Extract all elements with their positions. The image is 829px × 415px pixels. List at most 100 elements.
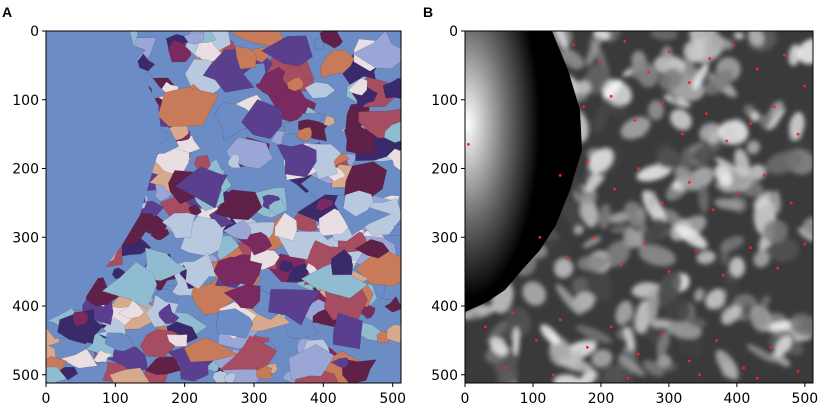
panel-b-texture-cell (555, 283, 582, 316)
panel-b-seed-marker (698, 373, 701, 377)
panel-a-grain (166, 334, 188, 347)
panel-b-seed-marker (535, 339, 538, 342)
panel-b-seed-marker (660, 101, 664, 105)
panel-b-texture-cell (647, 100, 665, 121)
panel-b-texture-cell (670, 109, 692, 131)
panel-b-texture-cell (696, 250, 716, 265)
panel-a-grain (343, 190, 374, 217)
panel-b-texture-cell (577, 255, 608, 272)
panel-a-grain (212, 370, 229, 383)
panel-a-grain (174, 166, 222, 209)
panel-b-seed-marker (711, 208, 715, 212)
panel-a-y-tick-label: 200 (12, 162, 39, 178)
panel-b-y-tick-label: 300 (431, 230, 458, 246)
panel-b-texture-cell (558, 357, 593, 373)
panel-b-texture-cell (642, 218, 667, 248)
panel-b-seed-marker (484, 325, 487, 328)
panel-b-texture-cell (553, 31, 568, 50)
panel-a-grain (388, 223, 401, 237)
panel-b-texture-cell (718, 120, 749, 145)
panel-b-texture-cell (572, 175, 582, 197)
panel-b-texture-cell (765, 150, 803, 175)
panel-b-texture-cell (664, 297, 691, 323)
panel-b-seed-marker (755, 376, 759, 380)
panel-b-texture-cell (690, 141, 726, 160)
panel-a-grain (216, 308, 254, 339)
panel-a-grain (72, 311, 89, 327)
panel-a-grain (183, 337, 239, 363)
panel-b-seed-marker (769, 345, 773, 349)
panel-b-texture-cell (767, 238, 800, 262)
panel-b-seed-marker (572, 43, 576, 47)
panel-b-texture-cell (661, 46, 672, 60)
panel-a-grain (330, 249, 354, 276)
panel-b-seed-marker (599, 60, 603, 64)
panel-b-texture-cell (674, 166, 698, 191)
panel-a-grain (386, 324, 401, 344)
panel-a-grain (386, 148, 401, 171)
panel-b-texture-cell (686, 316, 707, 328)
panel-b-label: B (423, 4, 433, 20)
panel-a-grain (150, 225, 170, 241)
panel-b-texture-cell (667, 88, 679, 105)
panel-b-texture-cell (753, 250, 770, 268)
panel-b-seed-marker (636, 352, 640, 356)
panel-a-grain (213, 101, 262, 142)
panel-a-grain (304, 81, 336, 99)
panel-a-y-tick-label: 0 (30, 24, 39, 40)
panel-b-texture-cell (724, 278, 739, 298)
panel-a-grain (194, 40, 224, 63)
panel-b-y-axis: 0 100 200 300 400 500 (431, 24, 465, 384)
panel-b-texture-cell (646, 287, 659, 324)
panel-b-seed-marker (772, 105, 776, 108)
panel-a-grain (227, 153, 241, 169)
panel-b-texture-cell (714, 181, 732, 194)
panel-b-seed-marker (687, 180, 691, 184)
panel-b-texture-cell (650, 31, 678, 41)
panel-a-grain (161, 212, 196, 239)
panel-b-seed-markers (467, 39, 807, 380)
panel-b-x-axis: 0 100 200 300 400 500 (461, 383, 818, 407)
panel-a-grain (295, 127, 313, 141)
panel-a-x-tick-label: 100 (102, 391, 129, 407)
panel-b-seed-marker (660, 332, 664, 335)
panel-b-x-tick-label: 200 (588, 391, 615, 407)
panel-b-seed-marker (613, 187, 616, 191)
panel-b-texture-cell (699, 122, 723, 142)
panel-a-grain (279, 259, 294, 273)
panel-b-texture-cell (622, 227, 644, 249)
panel-a-y-axis: 0 100 200 300 400 500 (12, 24, 46, 384)
panel-b-texture-cell (586, 35, 602, 66)
panel-b-texture-cell (704, 69, 734, 95)
panel-a-grain (276, 140, 317, 178)
panel-b-frame (464, 30, 814, 384)
panel-b-seed-marker (803, 84, 807, 88)
panel-b-texture-cell (789, 111, 805, 140)
panel-b-texture-cell (694, 288, 705, 302)
panel-a-x-tick-label: 300 (241, 391, 268, 407)
panel-b-texture-cell (470, 312, 482, 320)
panel-b-seed-marker (735, 191, 739, 195)
panel-b-seed-marker (636, 167, 640, 170)
panel-a-frame (45, 30, 402, 384)
panel-a-grain (93, 349, 113, 363)
panel-b-texture-cell (733, 31, 745, 40)
panel-a-y-tick-label: 500 (12, 368, 39, 384)
panel-b-seed-marker (796, 132, 800, 136)
panel-a-grain (223, 284, 261, 310)
panel-b-seed-marker (681, 132, 684, 136)
panel-b-texture-cell (705, 288, 726, 310)
panel-b-texture-cell (591, 349, 613, 368)
panel-b-texture-cell (789, 313, 813, 337)
panel-b-texture-cell (638, 245, 676, 267)
panel-b-seed-marker (704, 112, 708, 115)
panel-a-grain (355, 248, 401, 287)
panel-b-texture-cell (522, 281, 546, 306)
panel-b-seed-marker (796, 369, 800, 373)
panel-b-x-tick-label: 0 (461, 391, 470, 407)
panel-b-seed-marker (687, 81, 691, 84)
panel-b-seed-marker (694, 249, 698, 253)
panel-a-grain (268, 289, 322, 326)
panel-b-texture-cell (762, 219, 788, 244)
